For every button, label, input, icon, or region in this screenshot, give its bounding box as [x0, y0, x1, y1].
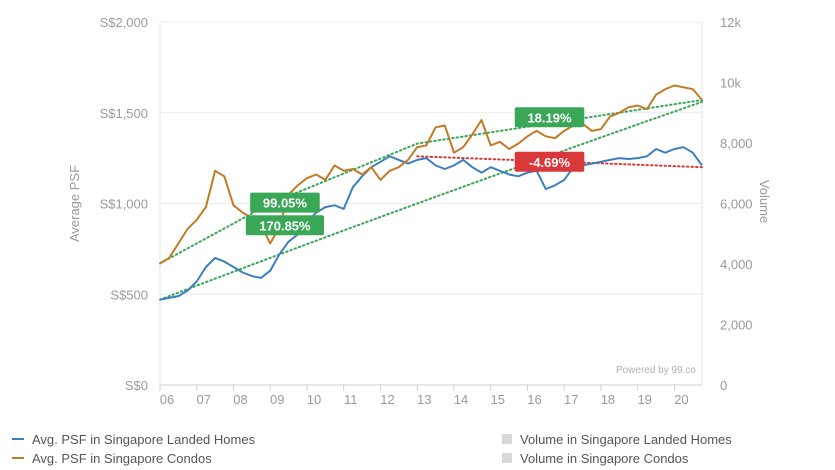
annotation-background: [245, 215, 325, 236]
legend-label: Volume in Singapore Condos: [520, 450, 689, 466]
annotation-badge: 99.05%: [250, 192, 320, 213]
x-tick-label: 07: [197, 392, 211, 407]
annotations: 99.05% 170.85% 18.19% -4.69%: [245, 107, 585, 236]
y-left-tick-label: S$0: [125, 378, 148, 393]
y-left-tick-label: S$2,000: [100, 15, 148, 30]
trendlines: [159, 99, 703, 301]
annotation-background: [250, 192, 320, 213]
y-right-tick-label: 2,000: [720, 318, 753, 333]
gridlines: [159, 21, 703, 386]
annotation-label: 170.85%: [259, 218, 311, 233]
x-tick-label: 14: [454, 392, 468, 407]
legend-swatch: [12, 457, 24, 459]
legend: Avg. PSF in Singapore Landed Homes Avg. …: [0, 428, 835, 468]
series-lines: [159, 84, 703, 301]
annotation-label: 99.05%: [263, 196, 308, 211]
legend-item-condo-psf[interactable]: Avg. PSF in Singapore Condos: [12, 449, 212, 467]
x-tick-label: 06: [160, 392, 174, 407]
legend-label: Volume in Singapore Landed Homes: [520, 431, 732, 447]
x-tick-label: 11: [344, 392, 358, 407]
x-tick-label: 08: [233, 392, 247, 407]
y-axis-right-label: Volume: [757, 180, 772, 223]
x-tick-label: 09: [270, 392, 284, 407]
x-tick-label: 20: [674, 392, 688, 407]
legend-swatch: [12, 438, 24, 440]
y-right-tick-label: 8,000: [720, 136, 753, 151]
annotation-background: [514, 151, 585, 172]
y-right-tick-label: 6,000: [720, 197, 753, 212]
right-axis-ticks: 0 2,000 4,000 6,000 8,000 10k 12k: [720, 15, 753, 393]
x-tick-label: 15: [490, 392, 504, 407]
y-left-tick-label: S$1,000: [100, 197, 148, 212]
x-tick-label: 12: [380, 392, 394, 407]
x-tick-label: 18: [601, 392, 615, 407]
x-tick-label: 13: [417, 392, 431, 407]
annotation-badge: -4.69%: [514, 151, 585, 172]
x-tick-label: 19: [637, 392, 651, 407]
annotation-background: [514, 107, 585, 128]
legend-item-landed-volume[interactable]: Volume in Singapore Landed Homes: [502, 430, 732, 448]
x-tick-label: 10: [307, 392, 321, 407]
x-tick-label: 16: [527, 392, 541, 407]
legend-swatch: [502, 434, 512, 444]
y-axis-left-label: Average PSF: [67, 165, 82, 242]
x-tick-label: 17: [564, 392, 578, 407]
annotation-badge: 170.85%: [245, 215, 325, 236]
y-left-tick-label: S$500: [110, 287, 148, 302]
legend-item-condo-volume[interactable]: Volume in Singapore Condos: [502, 449, 688, 467]
trendline: [159, 99, 703, 265]
trendline: [416, 155, 703, 169]
y-right-tick-label: 4,000: [720, 257, 753, 272]
y-right-tick-label: 0: [720, 378, 727, 393]
series-line[interactable]: [159, 146, 703, 301]
annotation-label: -4.69%: [529, 155, 571, 170]
legend-swatch: [502, 453, 512, 463]
trendline: [159, 100, 703, 301]
x-axis-ticks: 06 07 08 09 10 11 12 13 14 15 16 17 18 19 20: [159, 385, 689, 407]
y-left-tick-label: S$1,500: [100, 106, 148, 121]
y-right-tick-label: 12k: [720, 15, 741, 30]
legend-label: Avg. PSF in Singapore Condos: [32, 450, 212, 466]
watermark: Powered by 99.co: [616, 365, 696, 376]
series-line[interactable]: [159, 84, 703, 265]
legend-label: Avg. PSF in Singapore Landed Homes: [32, 431, 256, 447]
y-right-tick-label: 10k: [720, 76, 741, 91]
left-axis-ticks: S$0 S$500 S$1,000 S$1,500 S$2,000: [100, 15, 148, 393]
annotation-label: 18.19%: [527, 110, 572, 125]
legend-item-landed-psf[interactable]: Avg. PSF in Singapore Landed Homes: [12, 430, 255, 448]
annotation-badge: 18.19%: [514, 107, 585, 128]
